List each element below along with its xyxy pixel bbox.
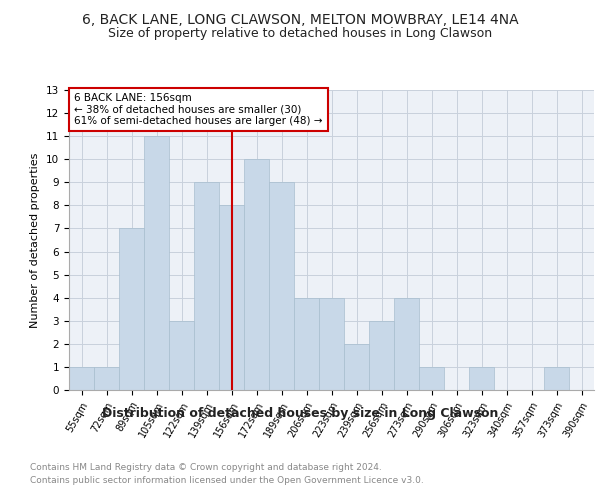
Bar — [344, 344, 369, 390]
Text: Size of property relative to detached houses in Long Clawson: Size of property relative to detached ho… — [108, 28, 492, 40]
Text: Contains HM Land Registry data © Crown copyright and database right 2024.: Contains HM Land Registry data © Crown c… — [30, 462, 382, 471]
Text: Contains public sector information licensed under the Open Government Licence v3: Contains public sector information licen… — [30, 476, 424, 485]
Bar — [469, 367, 494, 390]
Text: Distribution of detached houses by size in Long Clawson: Distribution of detached houses by size … — [102, 408, 498, 420]
Text: 6 BACK LANE: 156sqm
← 38% of detached houses are smaller (30)
61% of semi-detach: 6 BACK LANE: 156sqm ← 38% of detached ho… — [74, 93, 323, 126]
Y-axis label: Number of detached properties: Number of detached properties — [31, 152, 40, 328]
Bar — [169, 321, 194, 390]
Bar — [94, 367, 119, 390]
Bar — [369, 321, 394, 390]
Bar — [119, 228, 144, 390]
Bar — [419, 367, 444, 390]
Bar — [219, 206, 244, 390]
Bar — [244, 159, 269, 390]
Bar — [69, 367, 94, 390]
Text: 6, BACK LANE, LONG CLAWSON, MELTON MOWBRAY, LE14 4NA: 6, BACK LANE, LONG CLAWSON, MELTON MOWBR… — [82, 12, 518, 26]
Bar — [194, 182, 219, 390]
Bar — [394, 298, 419, 390]
Bar — [544, 367, 569, 390]
Bar — [144, 136, 169, 390]
Bar — [319, 298, 344, 390]
Bar — [294, 298, 319, 390]
Bar — [269, 182, 294, 390]
